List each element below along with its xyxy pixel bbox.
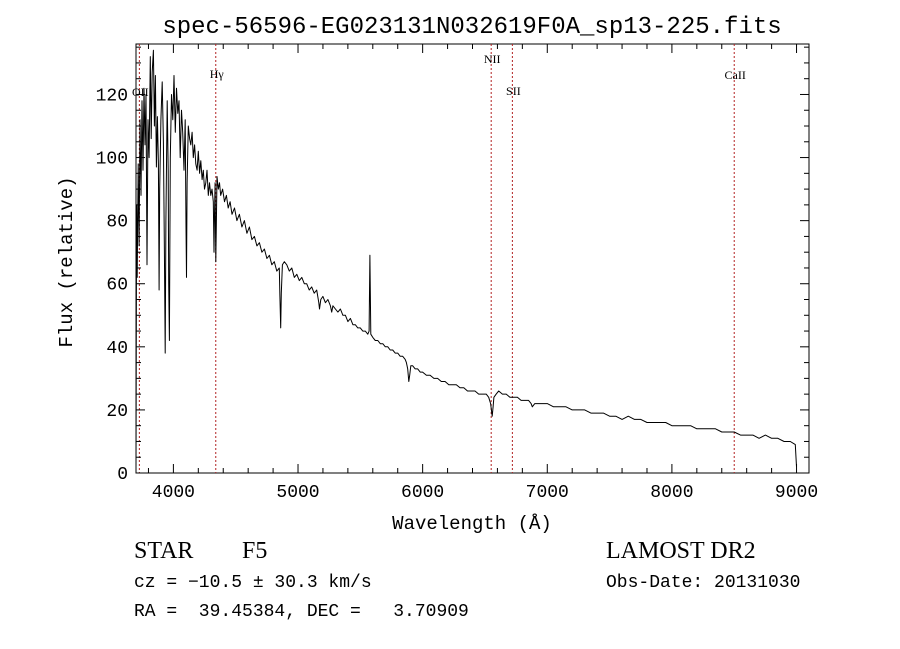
x-tick-label: 6000	[401, 483, 444, 503]
spectrum-line-series-0	[135, 49, 797, 467]
y-axis-label: Flux (relative)	[56, 176, 78, 347]
x-tick-label: 8000	[650, 483, 693, 503]
x-tick-label: 9000	[775, 483, 818, 503]
series-layer	[135, 49, 797, 467]
spectral-line-label: NII	[484, 52, 501, 66]
y-tick-label: 80	[106, 213, 128, 233]
redshift-text: cz = −10.5 ± 30.3 km/s	[134, 573, 372, 593]
object-class: STAR	[134, 538, 194, 564]
coordinates-text: RA = 39.45384, DEC = 3.70909	[134, 602, 469, 622]
object-subclass: F5	[242, 538, 268, 564]
axis-ticks: 4000 5000 6000 7000 8000 9000 0 20 40 60 80 100 120	[96, 44, 818, 503]
plot-frame	[135, 43, 810, 474]
x-tick-label: 5000	[276, 483, 319, 503]
observation-date: Obs-Date: 20131030	[606, 573, 801, 593]
spectral-line-label: Hγ	[210, 67, 225, 81]
spectral-line-label: SII	[506, 84, 521, 98]
survey-name: LAMOST DR2	[606, 538, 756, 564]
y-tick-label: 120	[96, 86, 128, 106]
y-tick-label: 20	[106, 402, 128, 422]
y-tick-label: 60	[106, 276, 128, 296]
chart-title: spec-56596-EG023131N032619F0A_sp13-225.f…	[162, 14, 781, 41]
x-tick-label: 4000	[152, 483, 195, 503]
y-tick-label: 40	[106, 339, 128, 359]
x-tick-label: 7000	[526, 483, 569, 503]
x-axis-label: Wavelength (Å)	[392, 513, 552, 535]
y-tick-label: 100	[96, 150, 128, 170]
y-tick-label: 0	[117, 465, 128, 485]
spectral-line-label: CaII	[725, 68, 746, 82]
